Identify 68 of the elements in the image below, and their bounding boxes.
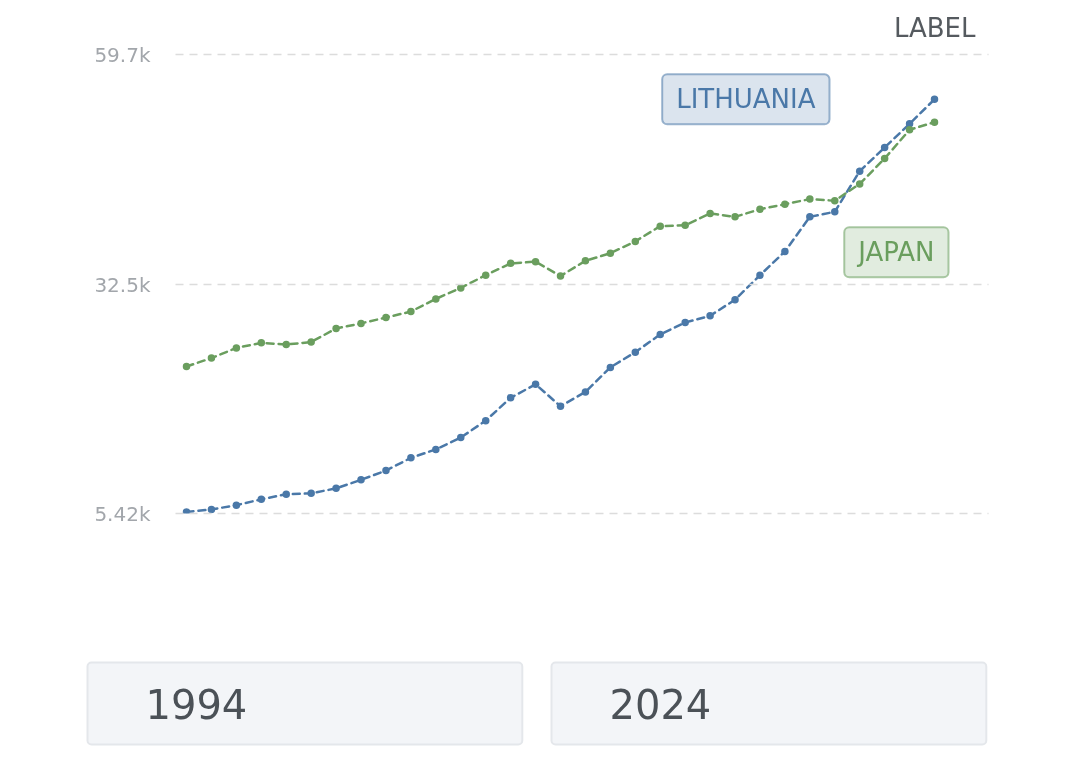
point (656, 222, 664, 230)
point (930, 118, 939, 126)
text: 1994 (145, 681, 248, 728)
point (631, 348, 640, 356)
point (731, 213, 739, 221)
point (880, 143, 889, 152)
point (930, 95, 939, 104)
point (756, 271, 764, 279)
point (606, 249, 615, 257)
point (506, 259, 515, 268)
point (257, 339, 266, 347)
point (831, 197, 839, 205)
point (706, 312, 714, 320)
point (506, 394, 515, 402)
point (731, 295, 739, 304)
point (531, 257, 540, 266)
point (681, 318, 689, 327)
point (706, 209, 714, 218)
point (432, 445, 440, 454)
point (481, 416, 490, 425)
point (282, 490, 290, 498)
point (831, 208, 839, 216)
point (457, 433, 465, 442)
text: LABEL (893, 12, 977, 43)
point (905, 126, 914, 134)
point (232, 501, 241, 509)
point (806, 213, 814, 221)
point (357, 476, 365, 484)
point (382, 466, 390, 475)
point (756, 205, 764, 213)
point (307, 338, 315, 346)
y-tick-label: 32.5k (94, 272, 151, 297)
point (880, 154, 889, 163)
series-label: JAPAN (856, 237, 935, 268)
point (581, 257, 590, 265)
point (332, 324, 340, 333)
point (606, 363, 615, 372)
point (656, 330, 664, 339)
point (332, 484, 340, 493)
text: LITHUANIA (676, 84, 816, 115)
point (631, 237, 640, 246)
point (781, 200, 789, 208)
point (855, 180, 864, 188)
point (382, 313, 390, 322)
point (681, 221, 689, 230)
y-tick-label: 5.42k (94, 501, 151, 526)
text: 2024 (609, 681, 712, 728)
point (531, 380, 540, 389)
point (481, 271, 490, 279)
point (407, 454, 415, 462)
point (457, 284, 465, 292)
point (581, 388, 590, 396)
point (357, 319, 365, 328)
point (257, 495, 266, 504)
point (182, 362, 191, 371)
point (407, 307, 415, 316)
point (232, 344, 241, 352)
point (207, 354, 216, 362)
point (432, 295, 440, 303)
y-tick-label: 59.7k (94, 42, 151, 67)
point (207, 505, 216, 514)
point (556, 402, 565, 411)
point (806, 195, 814, 203)
point (556, 272, 565, 280)
point (282, 340, 290, 349)
point (855, 167, 864, 175)
point (781, 247, 789, 256)
point (307, 489, 315, 498)
